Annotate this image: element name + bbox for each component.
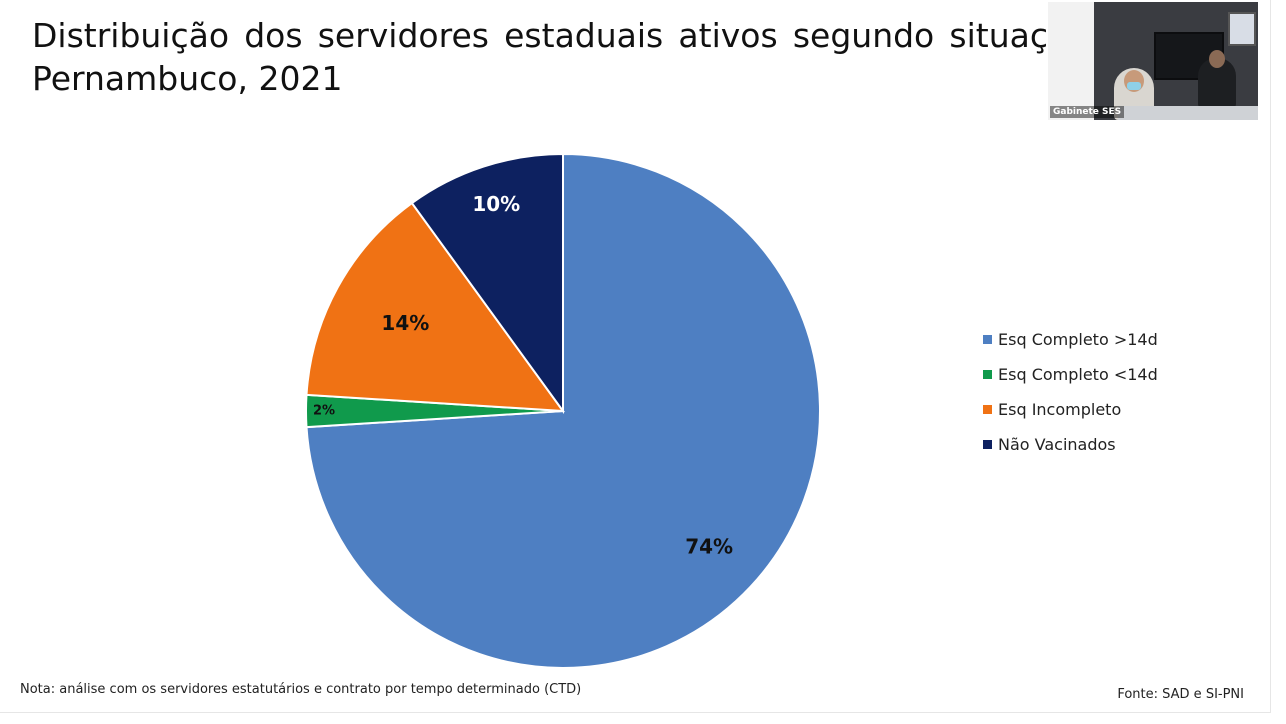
slide-title-line-2: Pernambuco, 2021 [32,59,343,98]
pie-slice-nao-vacinados [410,152,564,415]
face-mask [1127,82,1141,90]
legend-item-esq-completo-gt14d: Esq Completo >14d [983,322,1158,357]
slide-title: Distribuição dos servidores estaduais at… [32,14,1048,100]
pie-slice-esq-incompleto [305,201,566,413]
legend-item-nao-vacinados: Não Vacinados [983,427,1158,462]
data-label-esq-incompleto: 14% [381,311,429,335]
pie-chart: 74% 2% 14% 10% [305,152,821,669]
legend-label: Esq Completo <14d [998,365,1158,384]
chart-legend: Esq Completo >14d Esq Completo <14d Esq In… [983,322,1158,462]
data-label-esq-completo-lt14d: 2% [313,404,335,419]
legend-item-esq-completo-lt14d: Esq Completo <14d [983,357,1158,392]
legend-swatch [983,405,992,414]
legend-swatch [983,440,992,449]
source-text: Fonte: SAD e SI-PNI [1117,687,1244,702]
slide-title-line-1: Distribuição dos servidores estaduais at… [32,16,1048,55]
legend-swatch [983,335,992,344]
video-call-tile[interactable]: Gabinete SES [1048,2,1258,120]
legend-label: Esq Completo >14d [998,330,1158,349]
wall-portrait [1228,12,1256,46]
desk [1118,106,1258,120]
legend-label: Não Vacinados [998,435,1116,454]
participant-head-2 [1209,50,1225,68]
footnote: Nota: análise com os servidores estatutá… [20,682,582,697]
data-label-esq-completo-gt14d: 74% [685,535,733,559]
data-label-nao-vacinados: 10% [472,192,520,216]
legend-swatch [983,370,992,379]
legend-label: Esq Incompleto [998,400,1122,419]
legend-item-esq-incompleto: Esq Incompleto [983,392,1158,427]
participant-label: Gabinete SES [1050,106,1125,118]
